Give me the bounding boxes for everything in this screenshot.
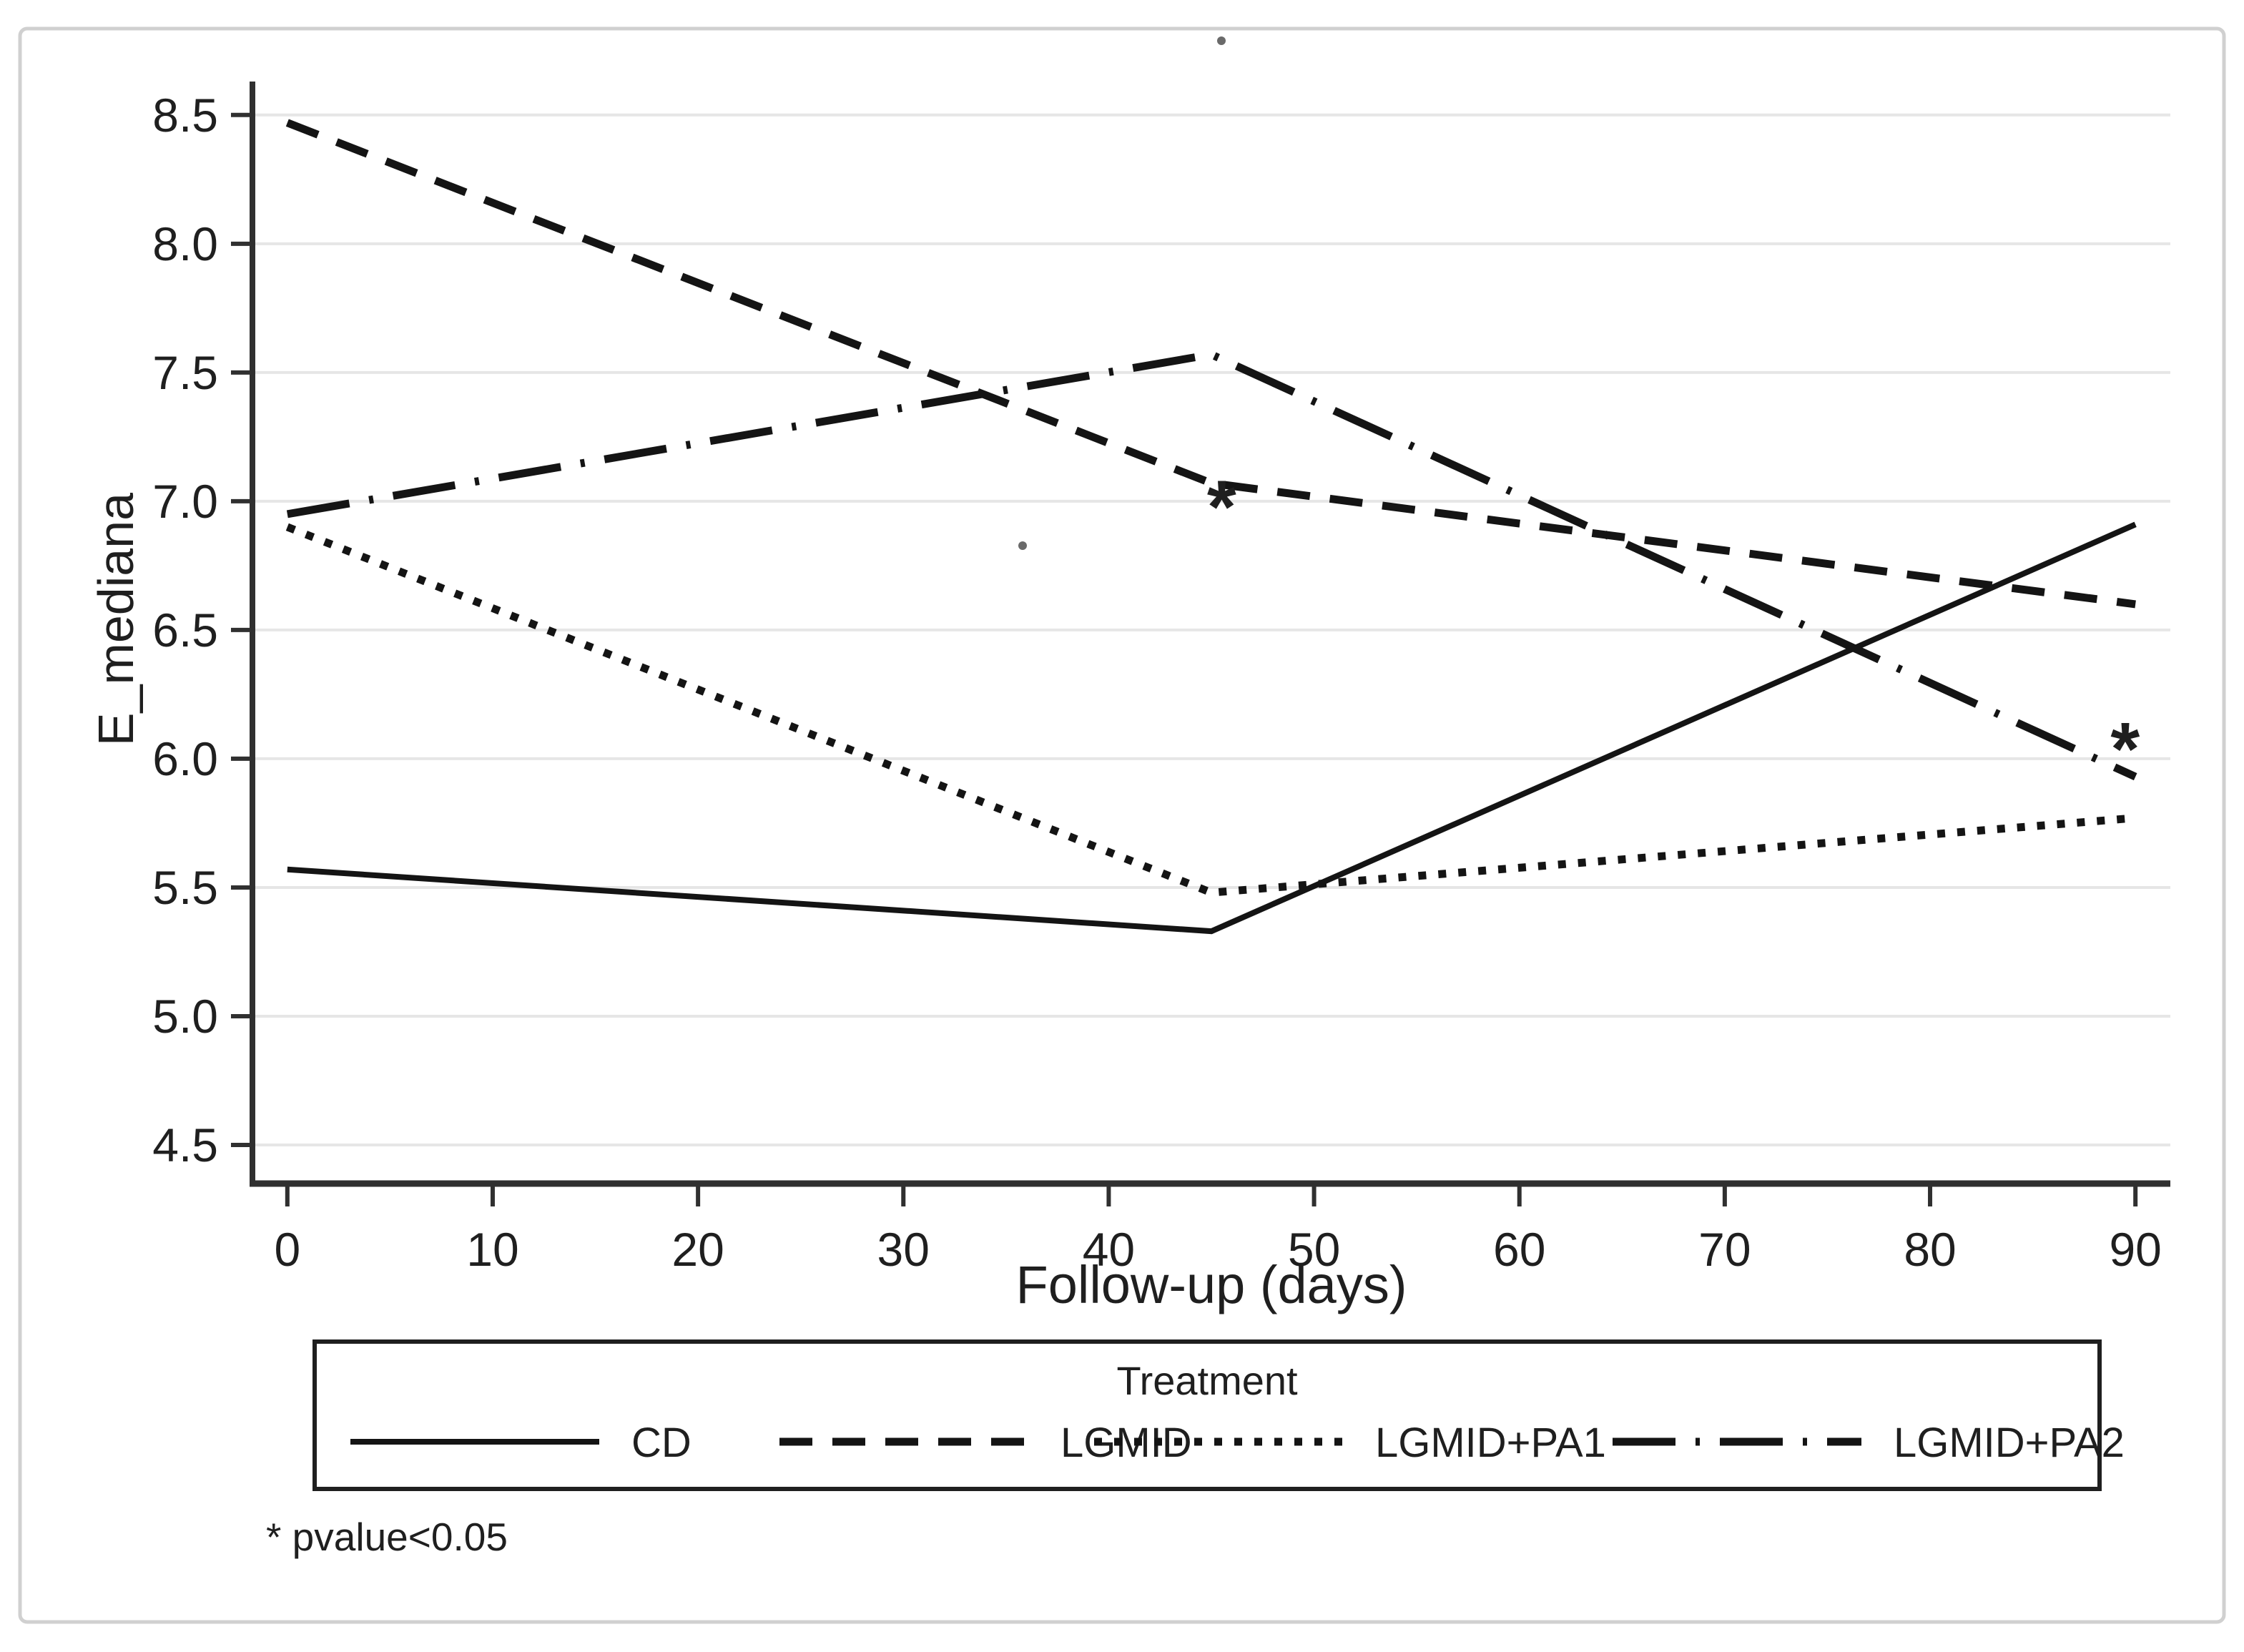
legend-label-LGMID+PA2: LGMID+PA2: [1894, 1420, 2125, 1466]
legend-label-CD: CD: [631, 1420, 692, 1466]
x-tick-label: 50: [1288, 1223, 1340, 1276]
y-tick-label: 7.5: [152, 346, 218, 399]
y-tick-label: 7.0: [152, 475, 218, 528]
x-tick-label: 20: [671, 1223, 724, 1276]
y-axis-ticks: [231, 112, 252, 1147]
significance-markers: **: [1207, 465, 2140, 790]
x-tick-label: 70: [1698, 1223, 1751, 1276]
x-tick-label: 30: [877, 1223, 930, 1276]
y-tick-label: 5.5: [152, 861, 218, 914]
y-tick-label: 4.5: [152, 1118, 218, 1171]
y-axis-tick-labels: 4.5 5.0 5.5 6.0 6.5 7.0 7.5 8.0 8.5: [152, 89, 218, 1171]
x-axis-ticks: [285, 1184, 2138, 1206]
x-tick-label: 60: [1493, 1223, 1545, 1276]
footnote: * pvalue<0.05: [266, 1515, 508, 1559]
significance-asterisk: *: [2110, 707, 2140, 791]
y-tick-label: 6.0: [152, 732, 218, 785]
stray-dot: [1217, 36, 1226, 45]
legend-box: [313, 1339, 2102, 1491]
y-axis-title: E_mediana: [88, 493, 144, 746]
x-axis-title: Follow-up (days): [1016, 1255, 1407, 1314]
figure-border: [18, 26, 2226, 1624]
series-line-LGMID+PA1: [285, 523, 2136, 897]
stray-dots: [1018, 36, 1226, 550]
legend-label-LGMID: LGMID: [1061, 1420, 1192, 1466]
legend-items: CD LGMID LGMID+PA1 LGMID+PA2: [350, 1420, 2125, 1466]
series-line-LGMID+PA2: [286, 350, 2137, 781]
y-tick-label: 6.5: [152, 604, 218, 657]
stray-dot: [1018, 541, 1027, 550]
legend-label-LGMID+PA1: LGMID+PA1: [1375, 1420, 1606, 1466]
gridlines: [252, 113, 2170, 1146]
y-tick-label: 8.0: [152, 217, 218, 270]
x-tick-label: 40: [1083, 1223, 1135, 1276]
x-tick-label: 90: [2109, 1223, 2161, 1276]
series-lines: [285, 119, 2137, 935]
significance-asterisk: *: [1207, 465, 1236, 549]
x-axis-tick-labels: 0 10 20 30 40 50 60 70 80 90: [274, 1223, 2161, 1276]
x-tick-label: 10: [466, 1223, 518, 1276]
legend: Treatment CD LGMID LGMID+PA1 LGMID+PA2: [313, 1339, 2125, 1491]
x-tick-label: 80: [1904, 1223, 1956, 1276]
series-line-LGMID: [285, 119, 2136, 609]
y-tick-label: 8.5: [152, 89, 218, 142]
x-tick-label: 0: [274, 1223, 300, 1276]
series-line-CD: [287, 521, 2137, 935]
y-tick-label: 5.0: [152, 990, 218, 1043]
legend-title: Treatment: [1116, 1358, 1298, 1403]
